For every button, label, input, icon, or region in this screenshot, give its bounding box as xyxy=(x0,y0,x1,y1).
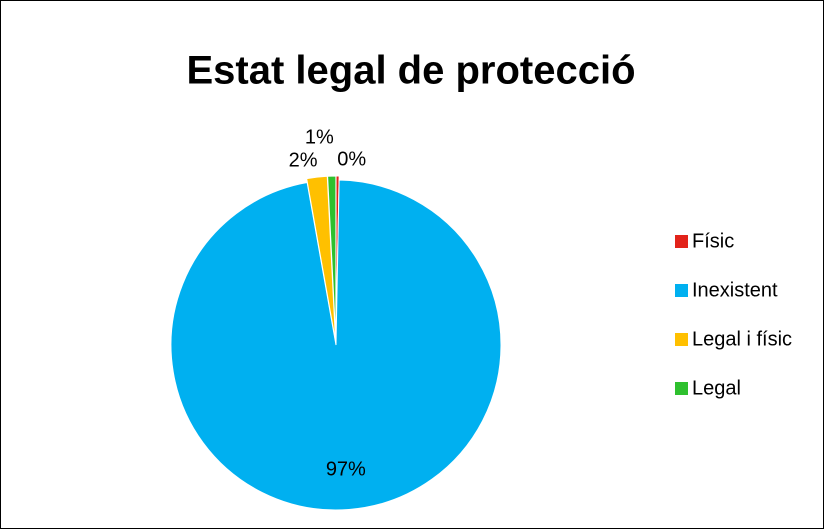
data-label: 2% xyxy=(289,149,318,171)
legend-swatch xyxy=(675,235,688,248)
pie-slice xyxy=(327,175,337,342)
legend-label: Legal xyxy=(692,377,741,399)
chart-title: Estat legal de protecció xyxy=(186,49,635,93)
legend-swatch xyxy=(675,284,688,297)
pie-slice xyxy=(170,179,502,511)
legend-label: Físic xyxy=(692,230,734,252)
data-label: 97% xyxy=(326,458,366,480)
legend-label: Legal i físic xyxy=(692,328,792,350)
legend-swatch xyxy=(675,333,688,346)
legend-label: Inexistent xyxy=(692,279,778,301)
data-label: 1% xyxy=(305,126,334,148)
data-label: 0% xyxy=(337,148,366,170)
legend-swatch xyxy=(675,382,688,395)
